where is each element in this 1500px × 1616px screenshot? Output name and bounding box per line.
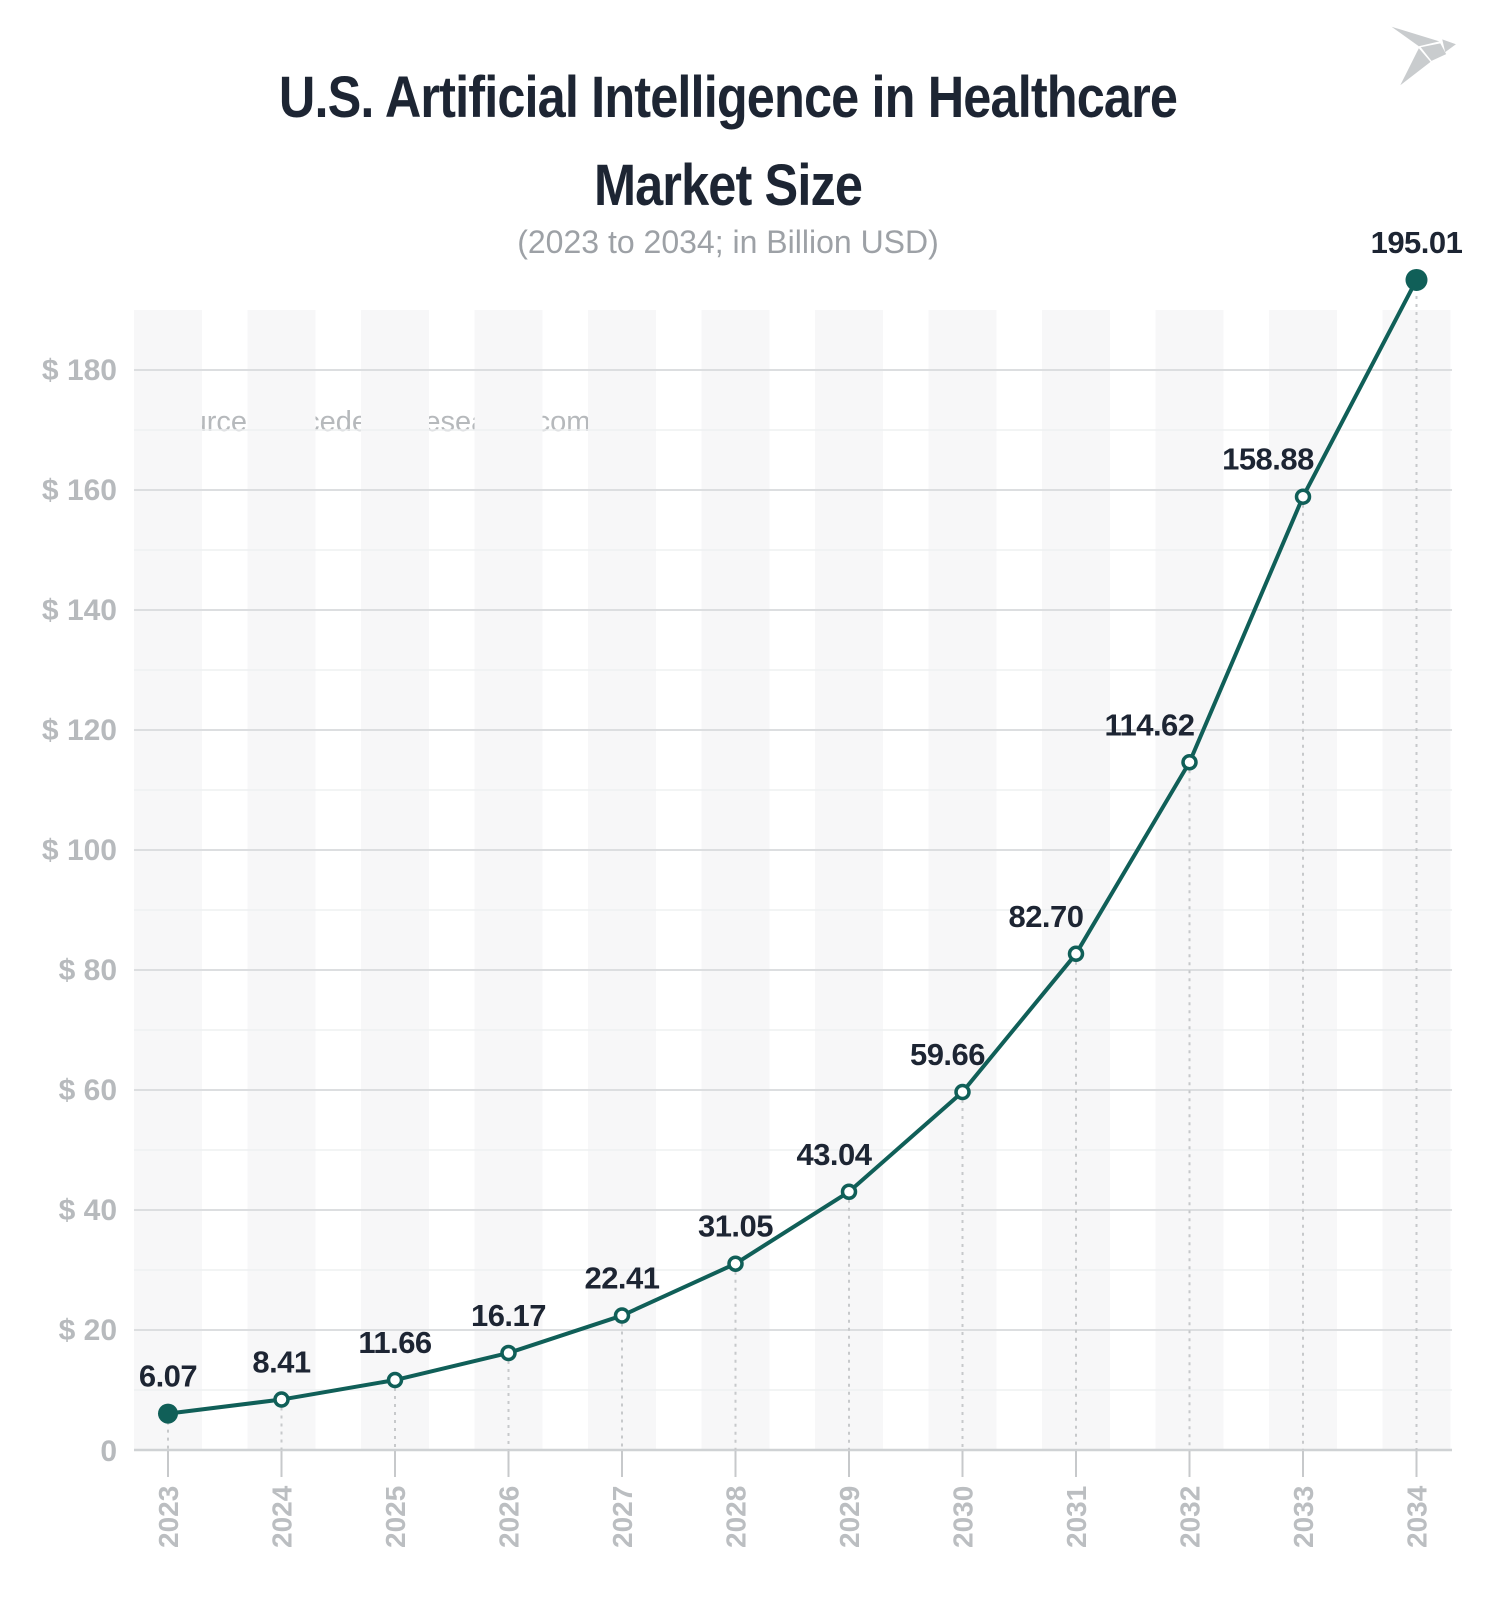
x-axis-label: 2032 [1175,1486,1206,1548]
y-axis-label: $ 60 [59,1074,117,1107]
value-label: 31.05 [698,1209,773,1244]
column-band [588,310,656,1450]
data-point-2034 [1405,268,1428,291]
title-line-2: Market Size [593,153,863,218]
data-point-2031 [1067,945,1085,963]
column-band [1269,310,1337,1450]
x-axis-label: 2030 [948,1486,979,1548]
y-axis-label: $ 140 [42,594,117,627]
y-axis-zero-label: 0 [100,1435,117,1468]
value-label: 11.66 [358,1325,432,1360]
y-axis-label: $ 20 [59,1314,117,1347]
y-axis-label: $ 180 [42,354,117,387]
column-band [474,310,543,1450]
column-band [701,310,770,1450]
column-band [1042,310,1110,1450]
chart-title: U.S. Artificial Intelligence in Healthca… [0,54,1456,230]
value-label: 59.66 [910,1037,985,1072]
value-label: 8.41 [252,1345,311,1380]
value-label: 195.01 [1371,225,1463,260]
y-axis-label: $ 120 [42,714,117,747]
data-point-2032 [1181,754,1198,771]
data-point-2028 [727,1255,744,1272]
column-band [928,310,997,1450]
value-label: 114.62 [1104,707,1194,742]
x-axis-label: 2026 [494,1486,525,1548]
column-band [1155,310,1224,1450]
data-point-2023 [158,1403,178,1424]
title-line-1: U.S. Artificial Intelligence in Healthca… [278,65,1178,130]
column-band [134,310,202,1450]
value-label: 43.04 [796,1137,872,1172]
y-axis-label: $ 160 [42,474,117,507]
x-axis-label: 2033 [1288,1486,1319,1548]
value-label: 82.70 [1008,899,1083,934]
y-axis-label: $ 80 [59,954,117,987]
data-point-2030 [954,1083,971,1101]
data-point-2033 [1294,488,1312,505]
data-point-2026 [500,1344,517,1362]
data-point-2029 [840,1183,858,1201]
x-axis-label: 2025 [380,1486,411,1548]
data-point-2024 [273,1391,290,1408]
x-axis-label: 2029 [834,1486,865,1548]
value-label: 6.07 [139,1359,197,1394]
y-axis-label: $ 40 [59,1194,117,1227]
column-band [815,310,883,1450]
x-axis-label: 2031 [1061,1486,1092,1548]
data-point-2025 [386,1371,404,1389]
value-label: 22.41 [584,1261,659,1296]
data-point-2027 [613,1307,631,1324]
x-axis-label: 2024 [267,1485,298,1548]
x-axis-label: 2028 [721,1486,752,1548]
x-axis-label: 2023 [153,1486,184,1548]
column-band [247,310,316,1450]
origami-bird-logo-icon [1391,26,1456,86]
x-axis-label: 2034 [1402,1485,1433,1548]
y-axis-label: $ 100 [42,834,117,867]
column-band [361,310,429,1450]
value-label: 16.17 [471,1298,546,1333]
value-label: 158.88 [1222,442,1314,477]
series-line [166,277,1419,1416]
chart-subtitle: (2023 to 2034; in Billion USD) [517,224,939,260]
x-axis-label: 2027 [607,1486,638,1548]
